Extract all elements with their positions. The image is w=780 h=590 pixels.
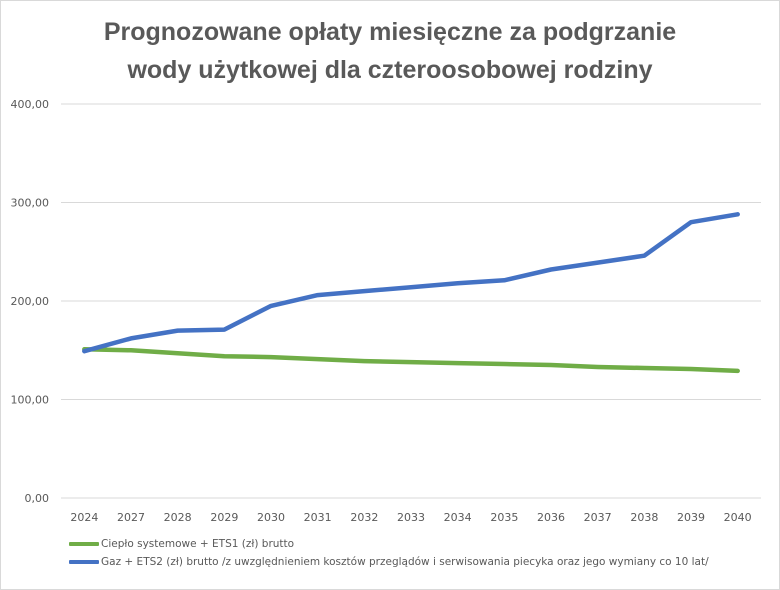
legend-swatch-gas bbox=[69, 560, 99, 564]
chart-legend: Ciepło systemowe + ETS1 (zł) brutto Gaz … bbox=[69, 535, 709, 571]
y-tick-label: 400,00 bbox=[11, 98, 50, 111]
x-tick-label: 2024 bbox=[70, 511, 98, 524]
x-tick-label: 2036 bbox=[537, 511, 565, 524]
chart-title-line-1: Prognozowane opłaty miesięczne za podgrz… bbox=[103, 18, 677, 46]
x-tick-label: 2040 bbox=[724, 511, 752, 524]
x-tick-label: 2033 bbox=[397, 511, 425, 524]
x-tick-label: 2028 bbox=[164, 511, 192, 524]
x-tick-label: 2031 bbox=[304, 511, 332, 524]
legend-item-district-heating: Ciepło systemowe + ETS1 (zł) brutto bbox=[69, 535, 709, 553]
x-tick-label: 2037 bbox=[584, 511, 612, 524]
x-tick-label: 2029 bbox=[210, 511, 238, 524]
chart-title: Prognozowane opłaty miesięczne za podgrz… bbox=[1, 13, 779, 89]
legend-label-district-heating: Ciepło systemowe + ETS1 (zł) brutto bbox=[101, 538, 295, 550]
y-tick-label: 0,00 bbox=[25, 492, 50, 505]
chart-title-line-2: wody użytkowej dla czteroosobowej rodzin… bbox=[127, 56, 653, 84]
x-tick-label: 2032 bbox=[350, 511, 378, 524]
x-tick-label: 2038 bbox=[630, 511, 658, 524]
series-line-0 bbox=[82, 347, 740, 374]
legend-label-gas: Gaz + ETS2 (zł) brutto /z uwzględnieniem… bbox=[101, 556, 709, 568]
x-tick-label: 2027 bbox=[117, 511, 145, 524]
legend-swatch-district-heating bbox=[69, 542, 99, 546]
y-tick-label: 100,00 bbox=[11, 394, 50, 407]
y-tick-label: 300,00 bbox=[11, 197, 50, 210]
x-tick-label: 2035 bbox=[490, 511, 518, 524]
series-line-1 bbox=[82, 212, 740, 354]
x-tick-label: 2030 bbox=[257, 511, 285, 524]
x-tick-label: 2034 bbox=[444, 511, 472, 524]
legend-item-gas: Gaz + ETS2 (zł) brutto /z uwzględnieniem… bbox=[69, 553, 709, 571]
y-tick-label: 200,00 bbox=[11, 295, 50, 308]
x-tick-label: 2039 bbox=[677, 511, 705, 524]
